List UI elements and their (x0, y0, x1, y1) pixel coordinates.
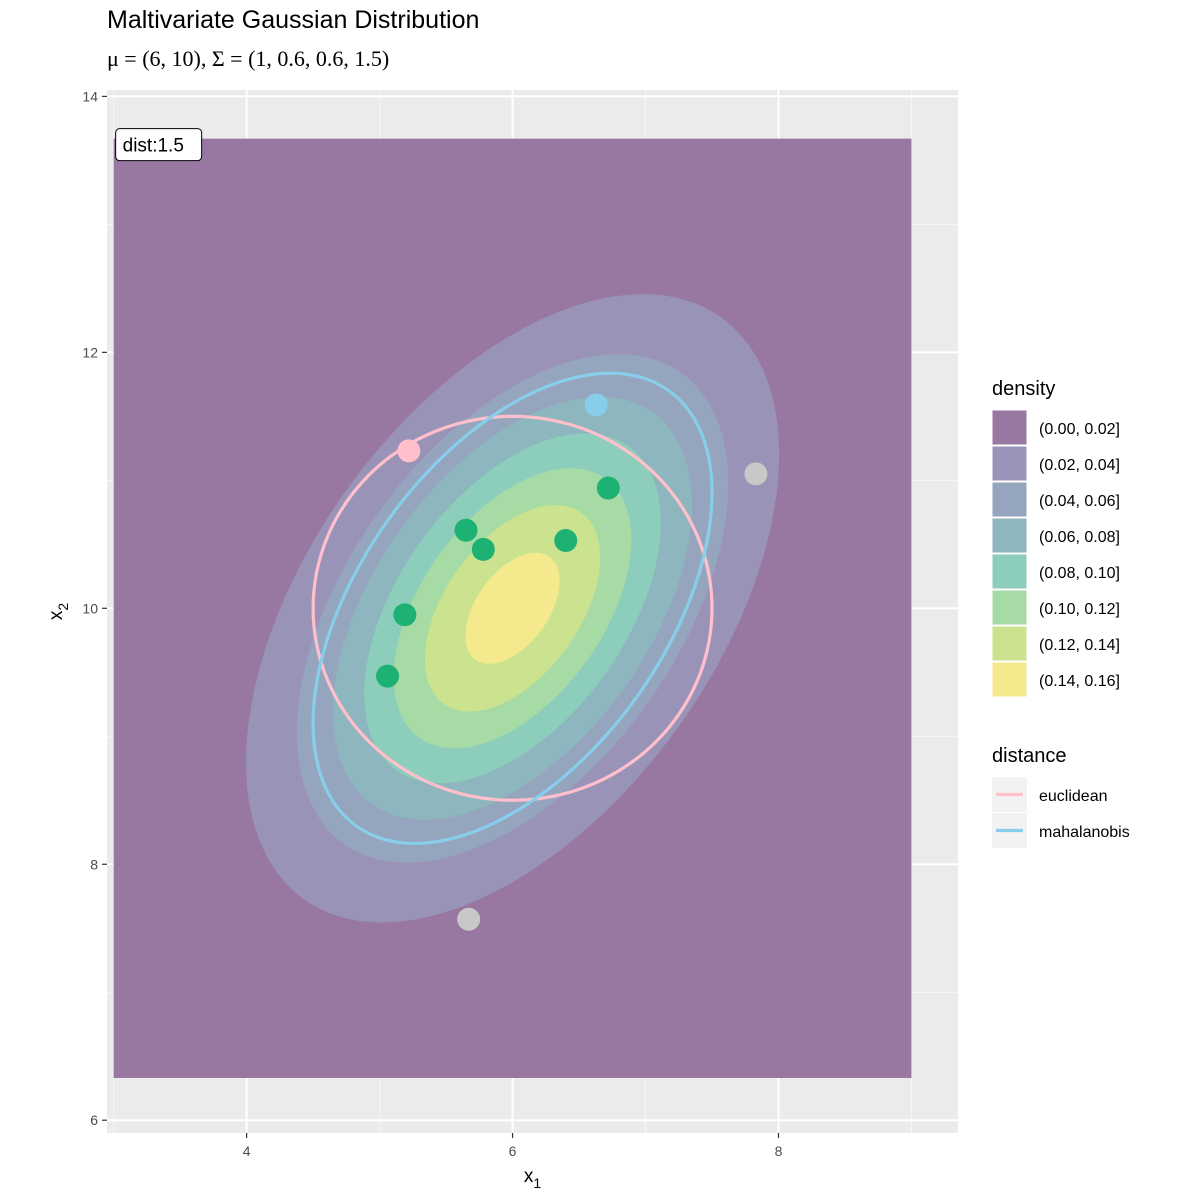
data-point (457, 907, 481, 931)
data-point (471, 537, 495, 561)
annotation-label: dist:1.5 (115, 128, 203, 162)
distance-mahalanobis (311, 371, 714, 846)
data-point (397, 439, 421, 463)
legend-density-label: (0.00, 0.02] (1039, 421, 1120, 438)
data-point (744, 462, 768, 486)
x-tick-label: 4 (243, 1143, 251, 1159)
data-point (584, 393, 608, 417)
legend-density-title: density (992, 378, 1055, 400)
legend-density-swatch (991, 409, 1028, 446)
legend-density-label: (0.02, 0.04] (1039, 457, 1120, 474)
x-tick-label: 6 (509, 1143, 517, 1159)
legend-distance-title: distance (992, 745, 1067, 767)
legend-density-swatch (991, 553, 1028, 590)
legend-density-label: (0.06, 0.08] (1039, 529, 1120, 546)
y-tick-label: 6 (90, 1112, 98, 1128)
data-point (454, 518, 478, 542)
legend-density-swatch (991, 445, 1028, 482)
density-contours (113, 138, 912, 1078)
x-axis-title: x1 (524, 1166, 542, 1191)
legend-density-label: (0.12, 0.14] (1039, 637, 1120, 654)
distance-euclidean (311, 414, 714, 802)
annotation-text: dist:1.5 (123, 136, 184, 157)
legend-density-label: (0.10, 0.12] (1039, 601, 1120, 618)
legend-density-label: (0.08, 0.10] (1039, 565, 1120, 582)
y-tick-label: 12 (82, 344, 98, 360)
chart-title: Maltivariate Gaussian Distribution (107, 6, 480, 34)
legend-distance-label: mahalanobis (1039, 824, 1130, 841)
density-band-7 (465, 552, 560, 664)
legend-density-swatch (991, 589, 1028, 626)
legend-density-swatch (991, 625, 1028, 662)
data-point (554, 528, 578, 552)
legend-distance: distance euclidean mahalanobis (992, 745, 1130, 848)
y-axis-title: x2 (46, 603, 71, 621)
chart-subtitle: μ = (6, 10), Σ = (1, 0.6, 0.6, 1.5) (107, 46, 390, 71)
y-tick-label: 10 (82, 600, 98, 616)
legend-density-swatch (991, 661, 1028, 698)
annotation-box (115, 128, 203, 162)
distance-ellipses (311, 371, 714, 846)
legend-density: density (0.00, 0.02] (0.02, 0.04] (0.04, 0.… (991, 378, 1120, 698)
x-tick-label: 8 (775, 1143, 783, 1159)
y-tick-label: 14 (82, 88, 98, 104)
legend-density-swatch (991, 517, 1028, 554)
data-point (393, 603, 417, 627)
legend-density-label: (0.14, 0.16] (1039, 673, 1120, 690)
legend-distance-label: euclidean (1039, 788, 1108, 805)
data-point (596, 476, 620, 500)
y-tick-label: 8 (90, 856, 98, 872)
legend-density-label: (0.04, 0.06] (1039, 493, 1120, 510)
legend-density-swatch (991, 481, 1028, 518)
data-point (376, 664, 400, 688)
axes: 4 6 8 6 8 10 12 14 x1 x2 (46, 88, 783, 1191)
data-points (376, 393, 768, 931)
